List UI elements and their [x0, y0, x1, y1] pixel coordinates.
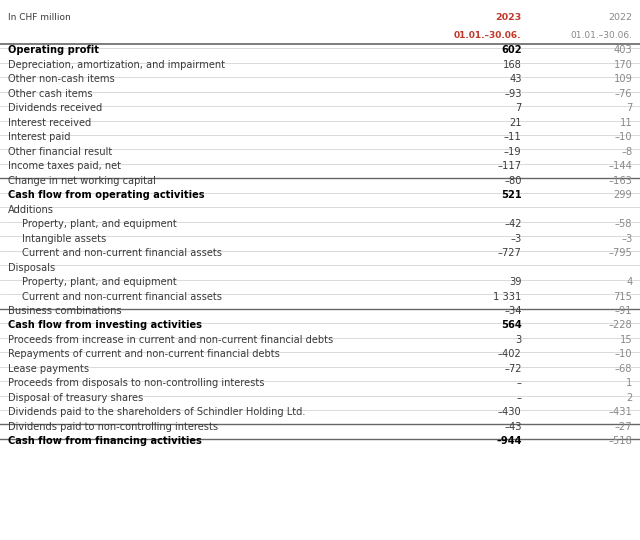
Text: –93: –93: [504, 89, 522, 99]
Text: 01.01.–30.06.: 01.01.–30.06.: [454, 31, 522, 40]
Text: 15: 15: [620, 335, 632, 345]
Text: Business combinations: Business combinations: [8, 306, 122, 316]
Text: Repayments of current and non-current financial debts: Repayments of current and non-current fi…: [8, 349, 280, 360]
Text: Disposals: Disposals: [8, 262, 55, 273]
Text: –3: –3: [510, 234, 522, 244]
Text: 403: 403: [614, 45, 632, 56]
Text: –19: –19: [504, 147, 522, 157]
Text: –795: –795: [609, 248, 632, 258]
Text: 168: 168: [503, 60, 522, 70]
Text: Intangible assets: Intangible assets: [22, 234, 106, 244]
Text: Property, plant, and equipment: Property, plant, and equipment: [22, 277, 177, 287]
Text: Other cash items: Other cash items: [8, 89, 92, 99]
Text: Current and non-current financial assets: Current and non-current financial assets: [22, 292, 222, 301]
Text: –402: –402: [498, 349, 522, 360]
Text: –42: –42: [504, 219, 522, 229]
Text: Additions: Additions: [8, 205, 54, 215]
Text: 2022: 2022: [608, 14, 632, 23]
Text: Proceeds from increase in current and non-current financial debts: Proceeds from increase in current and no…: [8, 335, 333, 345]
Text: –11: –11: [504, 132, 522, 143]
Text: 299: 299: [614, 190, 632, 200]
Text: 43: 43: [509, 75, 522, 84]
Text: Operating profit: Operating profit: [8, 45, 99, 56]
Text: –8: –8: [621, 147, 632, 157]
Text: Change in net working capital: Change in net working capital: [8, 176, 156, 186]
Text: Disposal of treasury shares: Disposal of treasury shares: [8, 393, 143, 403]
Text: Proceeds from disposals to non-controlling interests: Proceeds from disposals to non-controlli…: [8, 379, 264, 388]
Text: –27: –27: [615, 422, 632, 432]
Text: –: –: [516, 393, 522, 403]
Text: Depreciation, amortization, and impairment: Depreciation, amortization, and impairme…: [8, 60, 225, 70]
Text: 521: 521: [501, 190, 522, 200]
Text: 170: 170: [614, 60, 632, 70]
Text: Dividends received: Dividends received: [8, 103, 102, 113]
Text: 109: 109: [614, 75, 632, 84]
Text: –518: –518: [609, 436, 632, 446]
Text: 564: 564: [501, 320, 522, 330]
Text: Lease payments: Lease payments: [8, 364, 89, 374]
Text: 21: 21: [509, 118, 522, 128]
Text: Other financial result: Other financial result: [8, 147, 112, 157]
Text: 2023: 2023: [495, 14, 522, 23]
Text: 7: 7: [515, 103, 522, 113]
Text: –10: –10: [614, 132, 632, 143]
Text: Other non-cash items: Other non-cash items: [8, 75, 115, 84]
Text: –727: –727: [498, 248, 522, 258]
Text: –58: –58: [615, 219, 632, 229]
Text: 3: 3: [515, 335, 522, 345]
Text: Dividends paid to non-controlling interests: Dividends paid to non-controlling intere…: [8, 422, 218, 432]
Text: Income taxes paid, net: Income taxes paid, net: [8, 161, 121, 171]
Text: –430: –430: [498, 407, 522, 417]
Text: –: –: [516, 379, 522, 388]
Text: Cash flow from financing activities: Cash flow from financing activities: [8, 436, 202, 446]
Text: Cash flow from operating activities: Cash flow from operating activities: [8, 190, 204, 200]
Text: –68: –68: [615, 364, 632, 374]
Text: Cash flow from investing activities: Cash flow from investing activities: [8, 320, 202, 330]
Text: Dividends paid to the shareholders of Schindler Holding Ltd.: Dividends paid to the shareholders of Sc…: [8, 407, 305, 417]
Text: –91: –91: [614, 306, 632, 316]
Text: –76: –76: [615, 89, 632, 99]
Text: Property, plant, and equipment: Property, plant, and equipment: [22, 219, 177, 229]
Text: 7: 7: [626, 103, 632, 113]
Text: –144: –144: [609, 161, 632, 171]
Text: –43: –43: [504, 422, 522, 432]
Text: 39: 39: [509, 277, 522, 287]
Text: –10: –10: [614, 349, 632, 360]
Text: 4: 4: [626, 277, 632, 287]
Text: –72: –72: [504, 364, 522, 374]
Text: In CHF million: In CHF million: [8, 14, 70, 23]
Text: 1 331: 1 331: [493, 292, 522, 301]
Text: –34: –34: [504, 306, 522, 316]
Text: –3: –3: [621, 234, 632, 244]
Text: –163: –163: [609, 176, 632, 186]
Text: 2: 2: [626, 393, 632, 403]
Text: 715: 715: [614, 292, 632, 301]
Text: –431: –431: [609, 407, 632, 417]
Text: Interest received: Interest received: [8, 118, 91, 128]
Text: –944: –944: [496, 436, 522, 446]
Text: 01.01.–30.06.: 01.01.–30.06.: [570, 31, 632, 40]
Text: 11: 11: [620, 118, 632, 128]
Text: Current and non-current financial assets: Current and non-current financial assets: [22, 248, 222, 258]
Text: 1: 1: [626, 379, 632, 388]
Text: –80: –80: [504, 176, 522, 186]
Text: Interest paid: Interest paid: [8, 132, 70, 143]
Text: –228: –228: [609, 320, 632, 330]
Text: –117: –117: [497, 161, 522, 171]
Text: 602: 602: [501, 45, 522, 56]
